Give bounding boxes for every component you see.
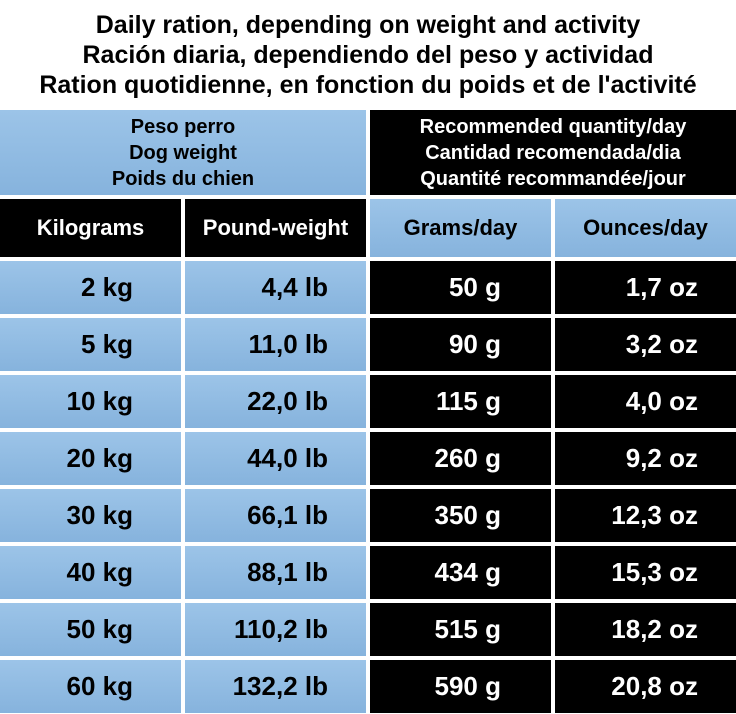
table-cell: 9,2 oz bbox=[555, 432, 736, 485]
column-header: Pound-weight bbox=[185, 199, 366, 257]
table-cell: 260 g bbox=[370, 432, 551, 485]
table-cell: 11,0 lb bbox=[185, 318, 366, 371]
table-cell: 50 kg bbox=[0, 603, 181, 656]
table-cell: 132,2 lb bbox=[185, 660, 366, 713]
title-block: Daily ration, depending on weight and ac… bbox=[0, 0, 736, 110]
ration-table: Peso perro Dog weight Poids du chien Recomm… bbox=[0, 110, 736, 713]
table-cell: 10 kg bbox=[0, 375, 181, 428]
table-cell: 1,7 oz bbox=[555, 261, 736, 314]
table-cell: 15,3 oz bbox=[555, 546, 736, 599]
table-cell: 90 g bbox=[370, 318, 551, 371]
column-header: Ounces/day bbox=[555, 199, 736, 257]
group-header-line: Recommended quantity/day bbox=[419, 115, 687, 138]
table-cell: 110,2 lb bbox=[185, 603, 366, 656]
table-cell: 60 kg bbox=[0, 660, 181, 713]
title-line: Daily ration, depending on weight and ac… bbox=[95, 11, 641, 39]
column-header: Grams/day bbox=[370, 199, 551, 257]
table-cell: 515 g bbox=[370, 603, 551, 656]
table-cell: 40 kg bbox=[0, 546, 181, 599]
group-header-line: Poids du chien bbox=[111, 167, 255, 190]
table-cell: 22,0 lb bbox=[185, 375, 366, 428]
table-cell: 50 g bbox=[370, 261, 551, 314]
group-header: Recommended quantity/day Cantidad recomen… bbox=[370, 110, 736, 195]
table-cell: 4,4 lb bbox=[185, 261, 366, 314]
table-cell: 3,2 oz bbox=[555, 318, 736, 371]
table-cell: 115 g bbox=[370, 375, 551, 428]
group-header-line: Dog weight bbox=[129, 141, 237, 164]
table-cell: 4,0 oz bbox=[555, 375, 736, 428]
group-header-line: Peso perro bbox=[130, 115, 236, 138]
table-cell: 30 kg bbox=[0, 489, 181, 542]
title-line: Ración diaria, dependiendo del peso y ac… bbox=[82, 41, 654, 69]
table-cell: 12,3 oz bbox=[555, 489, 736, 542]
table-cell: 20 kg bbox=[0, 432, 181, 485]
table-cell: 44,0 lb bbox=[185, 432, 366, 485]
group-header-line: Cantidad recomendada/dia bbox=[425, 141, 681, 164]
table-cell: 66,1 lb bbox=[185, 489, 366, 542]
group-header-line: Quantité recommandée/jour bbox=[420, 167, 686, 190]
table-cell: 18,2 oz bbox=[555, 603, 736, 656]
table-cell: 590 g bbox=[370, 660, 551, 713]
title-line: Ration quotidienne, en fonction du poids… bbox=[39, 71, 697, 99]
table-cell: 88,1 lb bbox=[185, 546, 366, 599]
column-header: Kilograms bbox=[0, 199, 181, 257]
table-cell: 5 kg bbox=[0, 318, 181, 371]
table-cell: 2 kg bbox=[0, 261, 181, 314]
table-cell: 20,8 oz bbox=[555, 660, 736, 713]
table-cell: 434 g bbox=[370, 546, 551, 599]
table-cell: 350 g bbox=[370, 489, 551, 542]
group-header: Peso perro Dog weight Poids du chien bbox=[0, 110, 366, 195]
